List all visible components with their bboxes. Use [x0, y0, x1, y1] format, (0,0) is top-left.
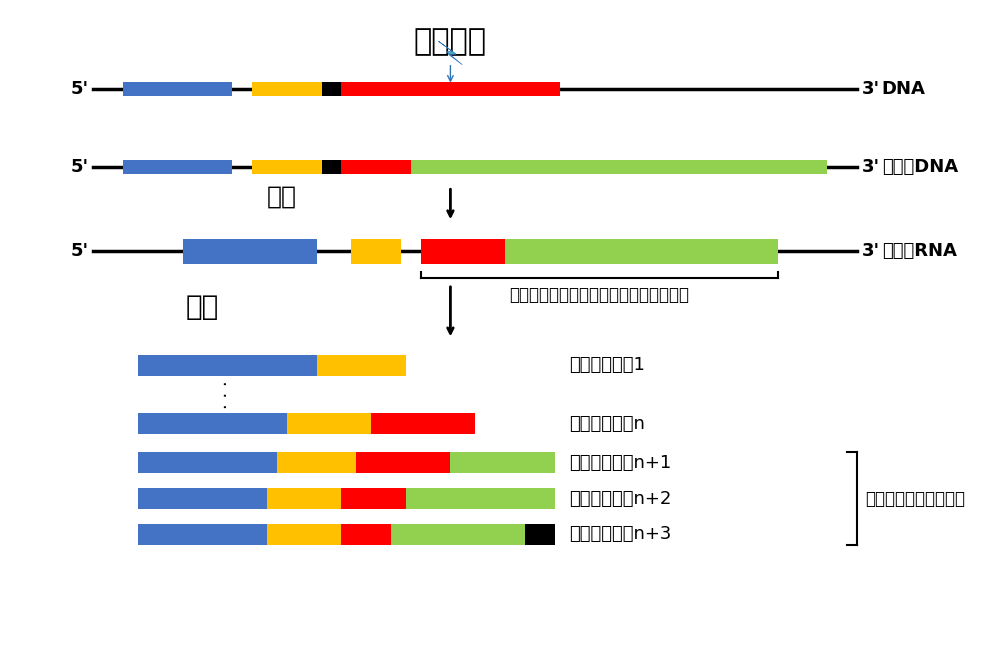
- Bar: [371, 413, 475, 434]
- Bar: [322, 82, 341, 96]
- Bar: [406, 488, 555, 509]
- Bar: [525, 524, 555, 545]
- Text: DNA: DNA: [882, 80, 926, 98]
- Bar: [341, 524, 391, 545]
- Bar: [411, 159, 827, 174]
- Text: · · ·: · · ·: [218, 380, 236, 409]
- Bar: [341, 159, 411, 174]
- Text: 编辑后RNA: 编辑后RNA: [882, 243, 957, 260]
- Bar: [450, 453, 555, 473]
- Bar: [252, 82, 322, 96]
- Bar: [322, 159, 341, 174]
- Text: 转录: 转录: [267, 184, 297, 208]
- Bar: [123, 159, 232, 174]
- Text: 5': 5': [70, 158, 88, 176]
- Text: 剪接: 剪接: [186, 293, 219, 321]
- Text: 可翻译出未知蛋白片段: 可翻译出未知蛋白片段: [865, 490, 965, 507]
- Text: 该区域将发生移码或整个外显子无法表达: 该区域将发生移码或整个外显子无法表达: [509, 286, 689, 304]
- Bar: [356, 453, 450, 473]
- Bar: [341, 488, 406, 509]
- Bar: [505, 239, 778, 264]
- Bar: [317, 355, 406, 376]
- Bar: [391, 524, 525, 545]
- Bar: [351, 239, 401, 264]
- Text: 核酸功能片段n: 核酸功能片段n: [569, 415, 645, 433]
- Text: 核酸功能片段1: 核酸功能片段1: [569, 357, 645, 374]
- Text: 3': 3': [862, 158, 880, 176]
- Bar: [341, 82, 560, 96]
- Bar: [138, 488, 267, 509]
- Text: 3': 3': [862, 80, 880, 98]
- Bar: [123, 82, 232, 96]
- Bar: [138, 453, 277, 473]
- Bar: [138, 355, 317, 376]
- Bar: [138, 524, 267, 545]
- Bar: [277, 453, 356, 473]
- Text: 核酸功能片段n+2: 核酸功能片段n+2: [569, 490, 672, 507]
- Bar: [421, 239, 505, 264]
- Bar: [183, 239, 317, 264]
- Text: 基因编辑: 基因编辑: [414, 27, 487, 56]
- Bar: [267, 524, 341, 545]
- Bar: [287, 413, 371, 434]
- Text: 3': 3': [862, 243, 880, 260]
- Bar: [267, 488, 341, 509]
- Text: 核酸功能片段n+1: 核酸功能片段n+1: [569, 454, 672, 472]
- Text: 核酸功能片段n+3: 核酸功能片段n+3: [569, 525, 672, 544]
- Bar: [252, 159, 322, 174]
- Polygon shape: [439, 42, 462, 65]
- Text: 5': 5': [70, 243, 88, 260]
- Text: 编辑后DNA: 编辑后DNA: [882, 158, 958, 176]
- Bar: [138, 413, 287, 434]
- Text: 5': 5': [70, 80, 88, 98]
